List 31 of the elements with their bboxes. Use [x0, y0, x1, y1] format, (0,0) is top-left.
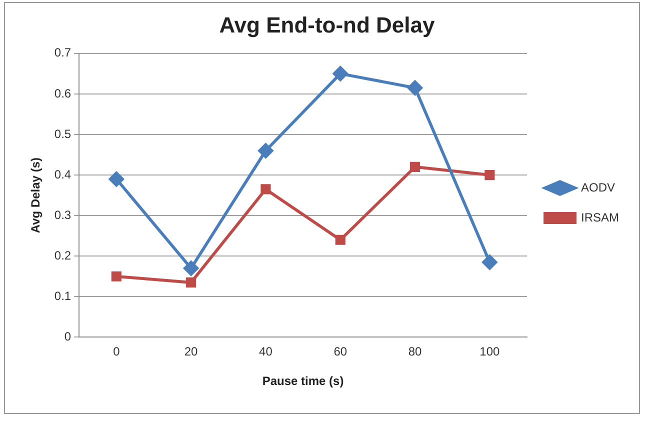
point: [258, 143, 274, 158]
point: [108, 172, 124, 187]
point: [335, 234, 346, 245]
x-tick-label: 80: [408, 344, 422, 359]
point: [332, 66, 348, 82]
x-tick-label: 100: [480, 344, 500, 359]
point: [410, 162, 420, 172]
x-tick-label: 20: [184, 344, 198, 359]
y-axis-title: Avg Delay (s): [28, 158, 43, 234]
point: [186, 277, 196, 288]
legend-label: IRSAM: [580, 210, 620, 224]
y-tick-label: 0.2: [54, 248, 72, 262]
legend-label: AODV: [580, 180, 616, 194]
point: [408, 80, 423, 96]
y-tick-label: 0: [64, 330, 72, 344]
point: [184, 260, 199, 276]
x-tick-label: 0: [113, 344, 120, 359]
y-tick-label: 0.3: [54, 208, 72, 222]
point: [482, 254, 498, 270]
point: [260, 184, 271, 194]
point: [484, 170, 495, 180]
x-tick-label: 60: [334, 344, 348, 359]
x-tick-label: 40: [259, 344, 273, 359]
y-tick-label: 0.5: [54, 126, 72, 141]
x-axis-title: Pause time (s): [262, 374, 344, 388]
y-tick-label: 0.6: [54, 86, 72, 100]
y-tick-label: 0.7: [54, 46, 72, 60]
point: [111, 271, 122, 282]
chart-title: Avg End-to-nd Delay: [219, 12, 436, 38]
y-tick-label: 0.1: [54, 288, 72, 303]
y-tick-label: 0.4: [54, 167, 72, 182]
